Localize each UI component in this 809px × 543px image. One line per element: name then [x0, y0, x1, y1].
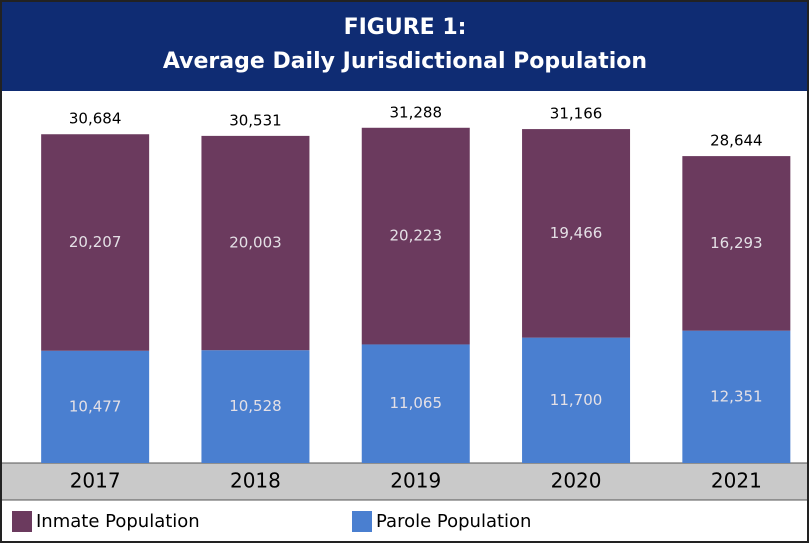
- bar-segment: [41, 350, 150, 463]
- bar-segment: [682, 156, 791, 331]
- value-label: 19,466: [550, 224, 603, 242]
- value-label: 10,528: [229, 397, 282, 415]
- value-label: 10,477: [69, 397, 122, 415]
- x-tick-label: 2020: [551, 469, 602, 493]
- value-label: 12,351: [710, 387, 763, 405]
- total-label: 30,531: [229, 111, 282, 129]
- x-axis-band: [1, 463, 808, 500]
- total-label: 30,684: [69, 110, 122, 128]
- value-label: 16,293: [710, 234, 763, 252]
- bar-segment: [201, 135, 310, 351]
- legend-swatch: [12, 511, 32, 532]
- value-label: 11,065: [390, 394, 443, 412]
- bar-segment: [361, 344, 470, 463]
- legend-label: Inmate Population: [36, 511, 200, 532]
- x-tick-label: 2019: [390, 469, 441, 493]
- x-tick-label: 2021: [711, 469, 762, 493]
- bar-segment: [682, 330, 791, 463]
- bar-segment: [361, 127, 470, 345]
- total-label: 28,644: [710, 132, 763, 150]
- bar-segment: [522, 337, 631, 463]
- header: [1, 1, 808, 91]
- bar-segment: [201, 350, 310, 463]
- bar-segment: [41, 134, 150, 351]
- bar-segment: [522, 129, 631, 338]
- chart-title: FIGURE 1:: [344, 15, 467, 40]
- total-label: 31,288: [390, 103, 443, 121]
- legend-swatch: [352, 511, 372, 532]
- value-label: 20,207: [69, 233, 122, 251]
- total-label: 31,166: [550, 105, 603, 123]
- x-tick-label: 2017: [70, 469, 121, 493]
- legend-label: Parole Population: [376, 511, 531, 532]
- value-label: 20,003: [229, 234, 282, 252]
- value-label: 11,700: [550, 391, 603, 409]
- value-label: 20,223: [390, 227, 443, 245]
- chart-title: Average Daily Jurisdictional Population: [163, 49, 647, 74]
- x-tick-label: 2018: [230, 469, 281, 493]
